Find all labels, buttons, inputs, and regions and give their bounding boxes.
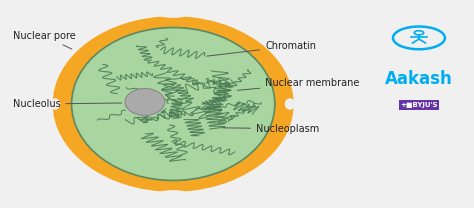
Text: +■BYJU'S: +■BYJU'S [400, 102, 438, 108]
Ellipse shape [160, 13, 186, 18]
Ellipse shape [50, 98, 60, 110]
Ellipse shape [125, 89, 164, 115]
Ellipse shape [160, 190, 186, 195]
Ellipse shape [285, 98, 295, 110]
Ellipse shape [53, 16, 294, 192]
Text: Aakash: Aakash [385, 70, 453, 88]
Text: Nuclear membrane: Nuclear membrane [237, 78, 360, 90]
Text: Nucleoplasm: Nucleoplasm [223, 124, 319, 134]
Text: Nucleolus: Nucleolus [12, 99, 122, 109]
Ellipse shape [72, 27, 275, 181]
Text: Nuclear pore: Nuclear pore [12, 31, 75, 49]
Text: Chromatin: Chromatin [207, 41, 316, 56]
